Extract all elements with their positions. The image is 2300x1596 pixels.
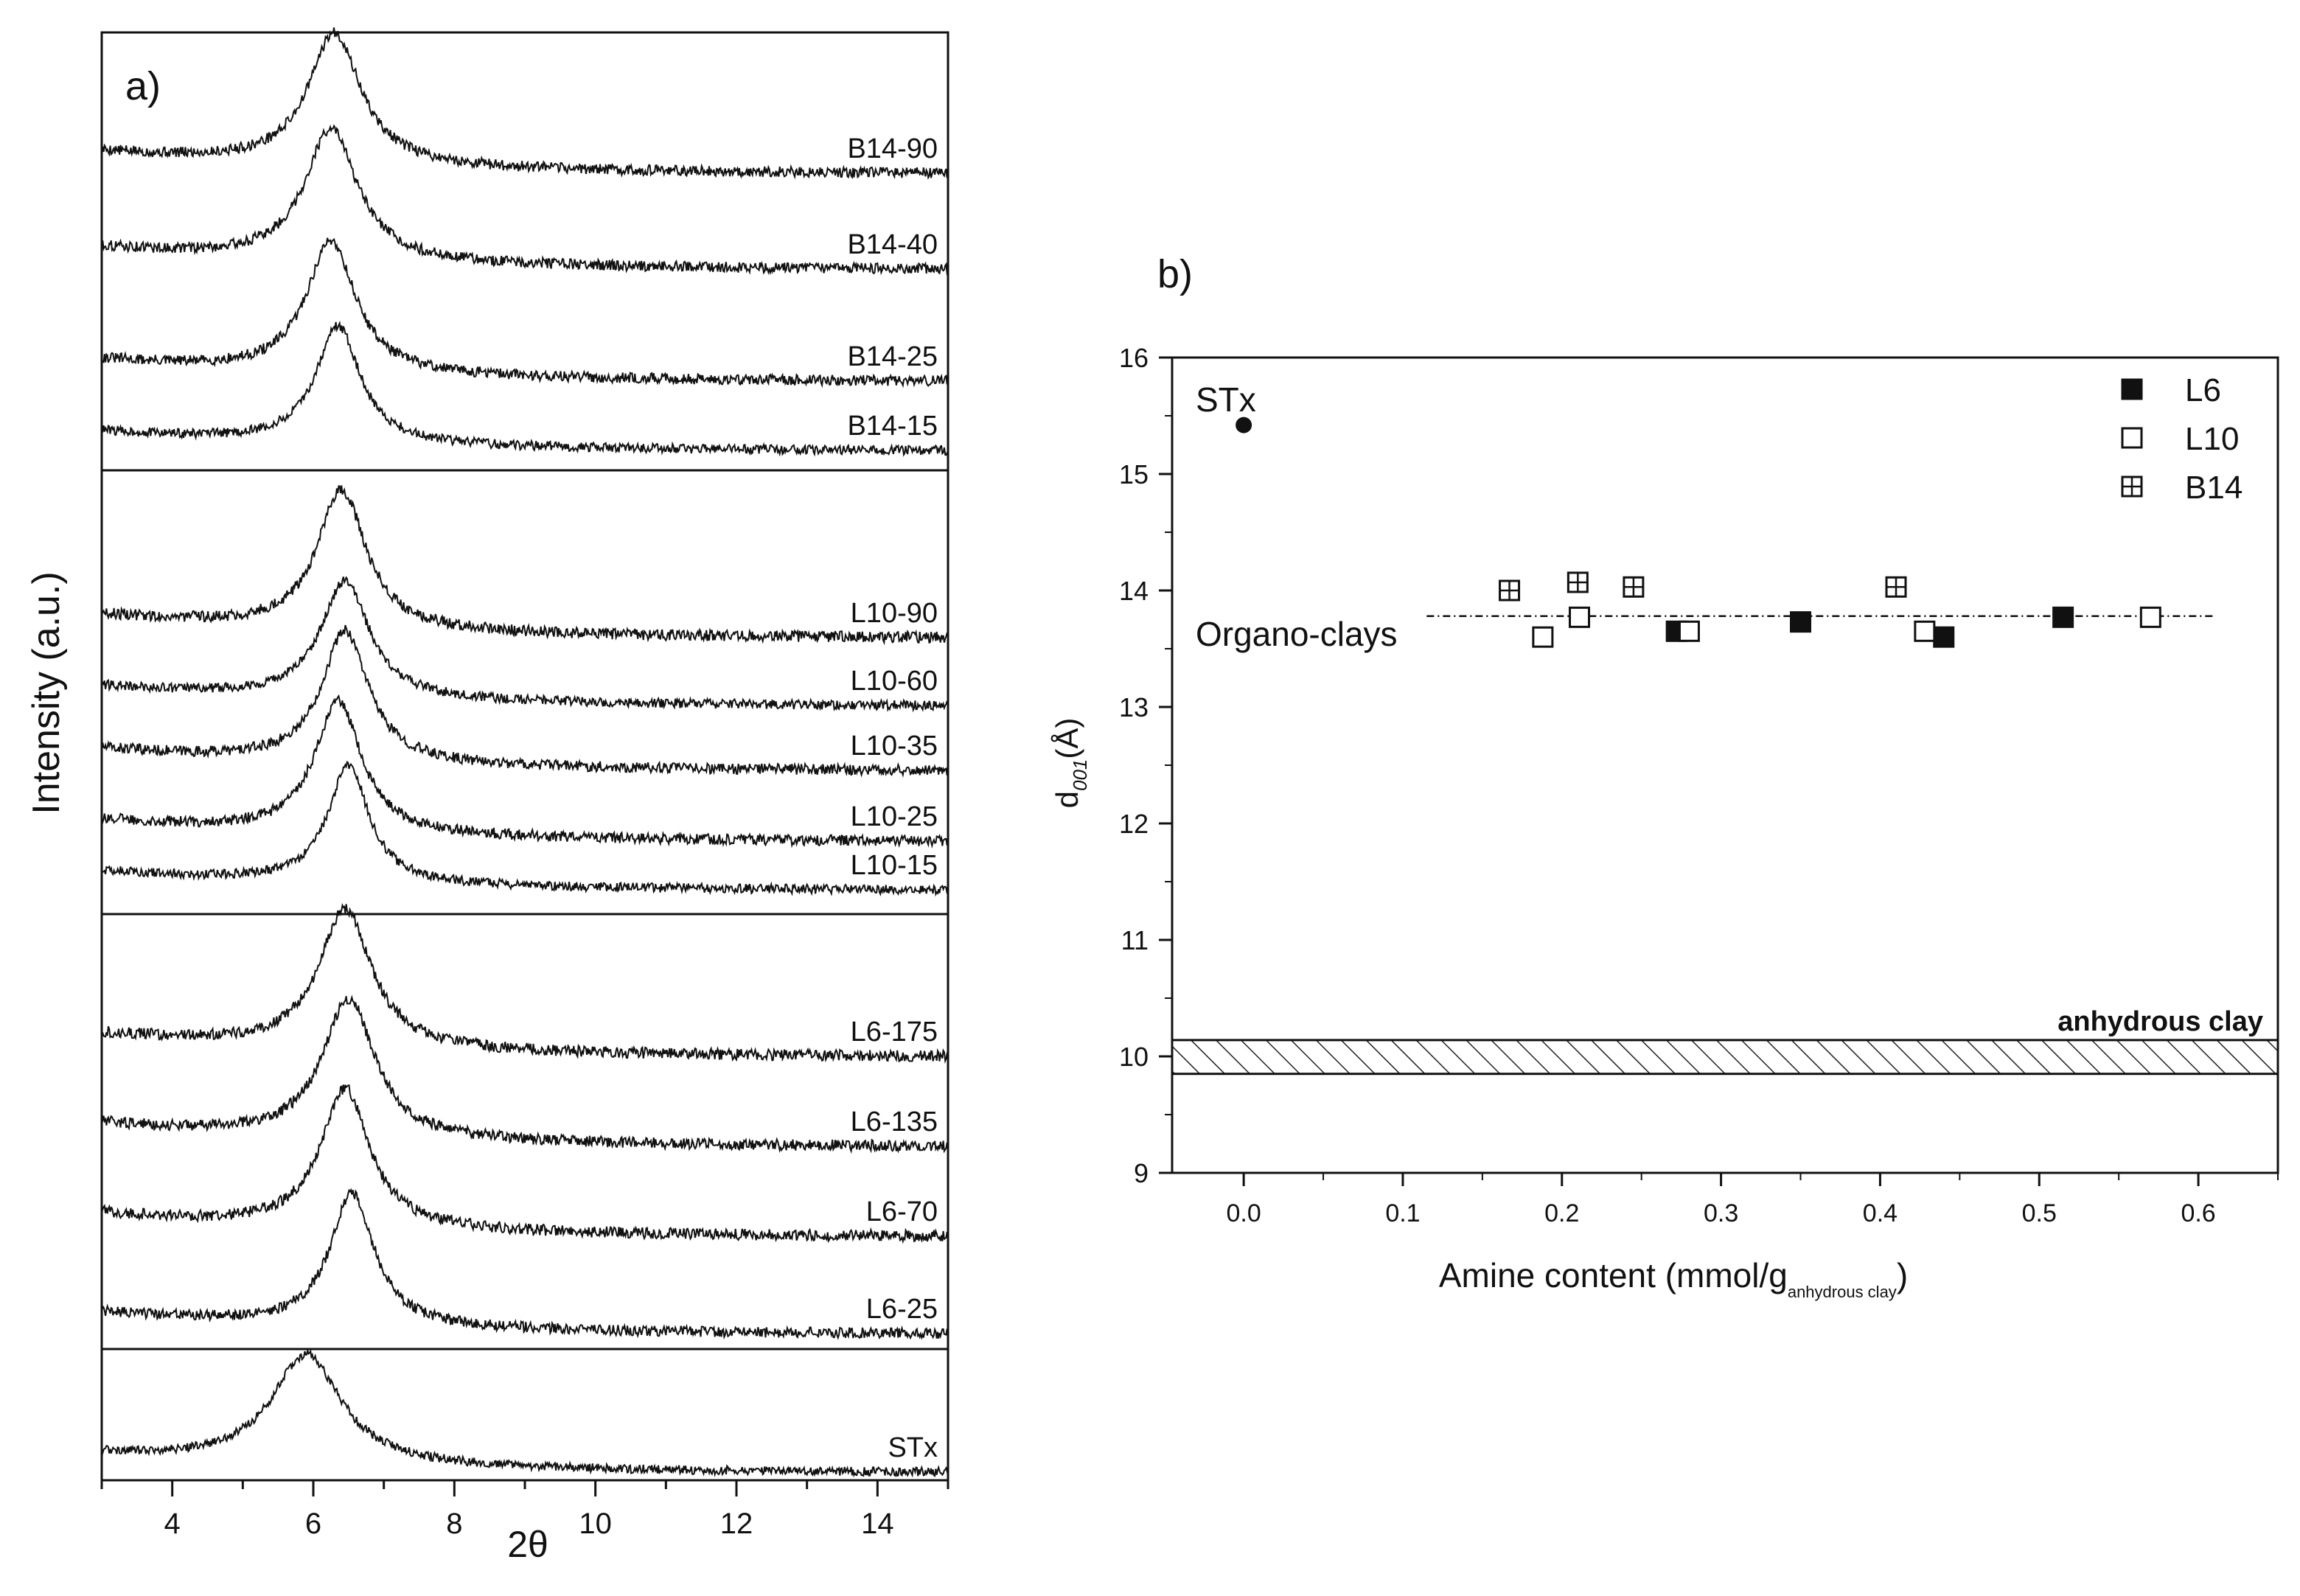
x-axis-ticks: 4 6 8 10 12 14 [100,1479,949,1540]
legend-item-b14: B14 [2121,470,2242,506]
curve-label: B14-15 [847,411,938,442]
reference-points [1236,417,1252,433]
xrd-curve-l6-135 [101,994,949,1154]
panel-b-label: b) [1157,252,1193,296]
y-tick-label: 12 [1119,809,1149,839]
point-l10 [1532,626,1554,648]
curve-label: L10-35 [851,731,938,762]
curve-labels: B14-90 B14-40 B14-25 B14-15 L10-90 L10-60 L10-… [847,133,938,1463]
x-tick-label: 6 [305,1508,321,1540]
curve-label: B14-40 [847,229,938,260]
legend-label: L10 [2185,421,2239,457]
xrd-curve-l10-60 [101,576,949,713]
curve-label: L6-135 [851,1107,938,1137]
xrd-curve-l10-90 [101,485,949,646]
xrd-curve-l10-25 [101,694,949,849]
point-l6 [2052,606,2074,628]
stx-point-label: STx [1196,380,1256,419]
legend-item-l6: L6 [2121,372,2221,408]
y-tick-label: 14 [1119,576,1149,606]
curve-label: B14-90 [847,133,938,164]
xrd-curve-b14-90 [101,27,949,181]
x-tick-label: 0.0 [1226,1199,1261,1227]
curve-label: L10-90 [851,598,938,629]
x-tick-label: 0.5 [2022,1199,2057,1227]
y-tick-label: 15 [1119,459,1149,489]
x-tick-label: 0.4 [1863,1199,1898,1227]
panel-b-scatter: b) anhydrous clay Organo-clays STx 0.0 0.… [1050,252,2279,1301]
xrd-curve-b14-15 [101,320,949,457]
legend-marker-l10 [2121,427,2143,449]
point-l6 [1933,626,1955,648]
data-points [1499,571,2161,648]
x-tick-label: 14 [861,1508,894,1540]
anhydrous-clay-hatch [1171,1039,2279,1076]
xrd-curve-l6-175 [101,902,949,1064]
point-b14 [1623,576,1645,598]
curve-label: STx [888,1432,938,1463]
xrd-curve-b14-40 [101,124,949,276]
x-tick-label: 0.1 [1385,1199,1420,1227]
curve-label: L10-25 [851,801,938,832]
x-tick-label: 10 [579,1508,612,1540]
point-l6 [1790,611,1812,633]
x-tick-label: 0.2 [1544,1199,1579,1227]
panel-a-frame [100,31,949,1482]
x-tick-label: 4 [164,1508,181,1540]
point-l10 [1914,620,1936,642]
xrd-curve-l10-35 [101,624,949,778]
y-axis-title: Intensity (a.u.) [25,571,68,814]
curve-label: L6-25 [866,1294,938,1325]
curve-label: L10-60 [851,666,938,697]
xrd-curve-l6-70 [101,1084,949,1244]
reference-line-label: Organo-clays [1196,615,1398,653]
curve-label: B14-25 [847,341,938,372]
y-tick-label: 16 [1119,343,1149,373]
stx-point [1236,417,1252,433]
point-b14 [1567,571,1589,593]
x-axis-title: 2θ [507,1524,548,1565]
anhydrous-clay-band [1171,1039,2279,1076]
x-axis-title: Amine content (mmol/ganhydrous clay) [1439,1256,1908,1301]
y-axis-title: d001(Å) [1050,718,1091,809]
curve-label: L6-175 [851,1017,938,1048]
legend-marker-b14 [2121,475,2143,498]
x-tick-label: 0.3 [1704,1199,1738,1227]
x-tick-label: 12 [720,1508,753,1540]
legend-item-l10: L10 [2121,421,2239,457]
y-axis-ticks: 9 10 11 12 13 14 15 16 [1119,343,1172,1188]
legend-label: L6 [2185,372,2221,408]
point-b14 [1885,576,1907,598]
x-tick-label: 8 [446,1508,462,1540]
curve-label: L10-15 [851,850,938,881]
legend-marker-l6 [2121,378,2143,400]
point-l10 [1569,606,1591,628]
panel-a-label: a) [125,64,161,108]
xrd-curve-l6-25 [101,1188,949,1340]
xrd-curve-l10-15 [101,760,949,897]
x-axis-ticks: 0.0 0.1 0.2 0.3 0.4 0.5 0.6 [1226,1173,2279,1227]
point-l10 [2139,606,2161,628]
y-tick-label: 13 [1119,692,1149,722]
x-tick-label: 0.6 [2181,1199,2215,1227]
xrd-curve-b14-25 [101,237,949,388]
curve-label: L6-70 [866,1196,938,1227]
point-b14 [1499,579,1521,602]
point-l10 [1678,620,1700,642]
xrd-curve-stx [101,1348,949,1478]
y-tick-label: 11 [1121,925,1149,955]
y-tick-label: 10 [1119,1042,1149,1072]
panel-a-xrd-patterns: a) Intensity (a.u.) 2θ B14-90 B14-40 B14-2… [25,27,949,1565]
legend-label: B14 [2185,470,2242,506]
legend: L6 L10 B14 [2121,372,2242,506]
band-label: anhydrous clay [2057,1006,2263,1037]
xrd-curves [101,27,949,1478]
y-tick-label: 9 [1134,1158,1149,1188]
